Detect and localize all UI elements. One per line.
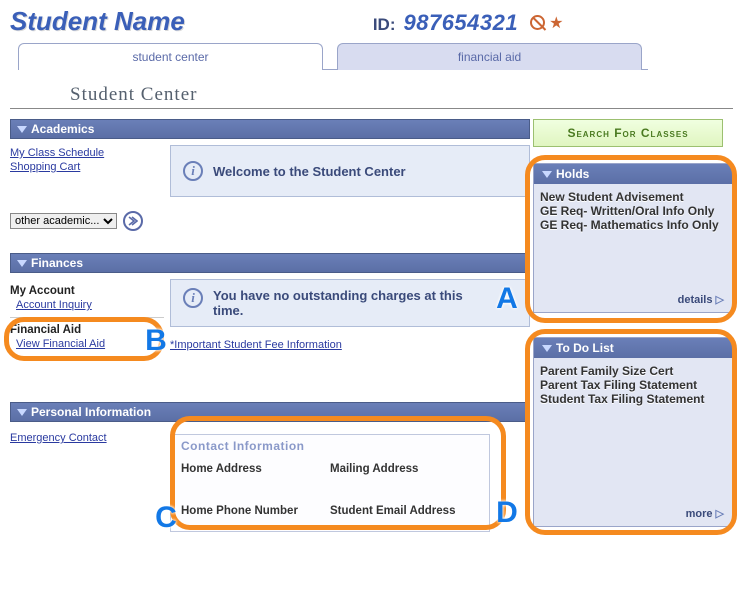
- left-column: Academics My Class Schedule Shopping Car…: [10, 119, 530, 532]
- star-icon: ★: [549, 13, 563, 33]
- financial-aid-label: Financial Aid: [10, 324, 164, 336]
- collapse-icon[interactable]: [17, 409, 27, 416]
- my-account-label: My Account: [10, 285, 164, 297]
- link-account-inquiry[interactable]: Account Inquiry: [16, 299, 164, 311]
- holds-title: Holds: [556, 167, 589, 181]
- holds-details-text: details: [678, 294, 713, 306]
- holds-details-link[interactable]: details ▷: [678, 293, 724, 306]
- todo-box: To Do List Parent Family Size Cert Paren…: [533, 337, 733, 527]
- todo-item: Parent Family Size Cert: [540, 364, 726, 378]
- collapse-icon[interactable]: [17, 126, 27, 133]
- link-shopping-cart[interactable]: Shopping Cart: [10, 161, 170, 173]
- student-name: Student Name: [10, 6, 185, 37]
- email-label: Student Email Address: [330, 505, 479, 517]
- link-view-financial-aid[interactable]: View Financial Aid: [16, 338, 164, 350]
- hold-item: GE Req- Mathematics Info Only: [540, 218, 726, 232]
- collapse-icon[interactable]: [17, 260, 27, 267]
- finances-title: Finances: [31, 256, 83, 270]
- hold-item: GE Req- Written/Oral Info Only: [540, 204, 726, 218]
- tab-financial-aid[interactable]: financial aid: [337, 43, 642, 70]
- todo-item: Parent Tax Filing Statement: [540, 378, 726, 392]
- link-class-schedule[interactable]: My Class Schedule: [10, 147, 170, 159]
- other-academic-select[interactable]: other academic...: [10, 213, 117, 229]
- mailing-address-label: Mailing Address: [330, 463, 479, 475]
- todo-item: Student Tax Filing Statement: [540, 392, 726, 406]
- chevron-right-icon: ▷: [716, 294, 724, 306]
- welcome-text: Welcome to the Student Center: [213, 164, 406, 179]
- todo-title: To Do List: [556, 341, 614, 355]
- go-button[interactable]: [123, 211, 143, 231]
- divider: [10, 108, 733, 109]
- id-icons: ★: [530, 13, 563, 33]
- holds-box: Holds New Student Advisement GE Req- Wri…: [533, 163, 733, 313]
- charges-text: You have no outstanding charges at this …: [213, 288, 483, 318]
- charges-box: i You have no outstanding charges at thi…: [170, 279, 530, 327]
- info-icon: i: [183, 161, 203, 181]
- collapse-icon[interactable]: [542, 171, 552, 178]
- hold-item: New Student Advisement: [540, 190, 726, 204]
- collapse-icon[interactable]: [542, 345, 552, 352]
- contact-info-box: Contact Information Home Address Mailing…: [170, 434, 490, 532]
- personal-bar: Personal Information: [10, 402, 530, 422]
- home-phone-label: Home Phone Number: [181, 505, 330, 517]
- todo-more-link[interactable]: more ▷: [686, 507, 724, 520]
- link-emergency-contact[interactable]: Emergency Contact: [10, 432, 170, 444]
- header: Student Name ID: 987654321 ★: [10, 6, 733, 37]
- info-icon: i: [183, 288, 203, 308]
- chevron-right-icon: ▷: [716, 508, 724, 520]
- id-value: 987654321: [403, 10, 518, 36]
- todo-more-text: more: [686, 508, 713, 520]
- prohibit-icon: [530, 15, 545, 30]
- tab-student-center[interactable]: student center: [18, 43, 323, 70]
- academics-title: Academics: [31, 122, 94, 136]
- link-fee-info[interactable]: *Important Student Fee Information: [170, 339, 342, 351]
- welcome-box: i Welcome to the Student Center: [170, 145, 530, 197]
- page-title: Student Center: [70, 84, 733, 106]
- right-column: Search For Classes Holds New Student Adv…: [533, 119, 733, 551]
- personal-title: Personal Information: [31, 405, 151, 419]
- academics-bar: Academics: [10, 119, 530, 139]
- home-address-label: Home Address: [181, 463, 330, 475]
- finances-bar: Finances: [10, 253, 530, 273]
- contact-info-title: Contact Information: [181, 439, 479, 453]
- id-label: ID:: [373, 15, 396, 35]
- tabs: student center financial aid: [18, 43, 733, 70]
- search-classes-button[interactable]: Search For Classes: [533, 119, 723, 147]
